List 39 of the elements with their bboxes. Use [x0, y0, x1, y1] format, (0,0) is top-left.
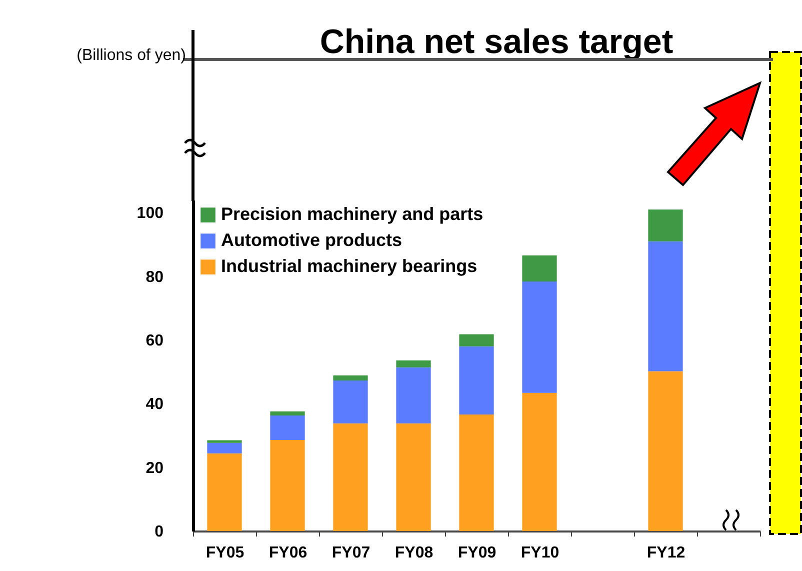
y-tick-label: 100	[136, 205, 164, 222]
x-tick-label: FY05	[206, 544, 244, 562]
bar	[522, 392, 557, 531]
y-tick-label: 80	[146, 268, 164, 286]
x-tick-label: FY06	[268, 544, 308, 562]
bar	[648, 241, 683, 372]
bar	[522, 281, 557, 393]
bar	[648, 210, 683, 242]
bar	[459, 334, 494, 346]
x-tick-label: FY12	[646, 544, 686, 562]
x-tick-label: FY07	[332, 544, 370, 562]
legend-label: Precision machinery and parts	[221, 204, 484, 224]
chart-title: China net sales target	[320, 23, 674, 61]
bar	[270, 411, 305, 416]
x-tick-label: FY09	[458, 544, 496, 562]
bar	[522, 255, 557, 282]
bar	[207, 440, 242, 443]
x-tick-label: FY10	[520, 544, 560, 562]
legend-label: Automotive products	[221, 230, 402, 250]
bar	[333, 380, 368, 424]
x-tick-label: FY08	[394, 544, 434, 562]
bar	[459, 414, 494, 531]
bar	[648, 371, 683, 531]
bar	[207, 442, 242, 454]
bar	[333, 375, 368, 380]
y-tick-label: 40	[146, 396, 164, 414]
bar	[270, 415, 305, 440]
bar	[207, 453, 242, 531]
y-tick-label: 0	[154, 524, 164, 540]
bar	[333, 423, 368, 531]
bar	[396, 423, 431, 531]
bar	[396, 360, 431, 368]
text: (Billions of yen)	[76, 47, 186, 64]
bar	[396, 367, 431, 424]
y-tick-label: 60	[146, 332, 164, 350]
y-tick-label: 20	[146, 460, 164, 477]
bar	[270, 440, 305, 531]
legend-label: Industrial machinery bearings	[221, 256, 478, 276]
bar	[459, 346, 494, 415]
